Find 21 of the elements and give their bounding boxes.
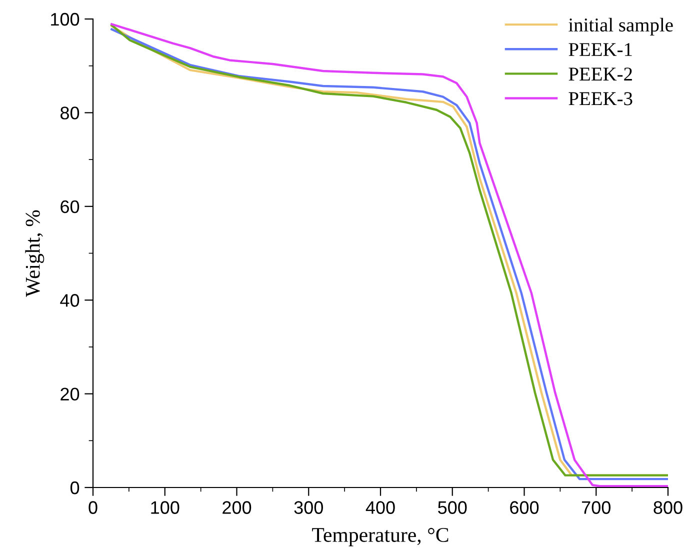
x-tick-label: 800: [654, 501, 682, 514]
x-tick-label: 300: [294, 501, 323, 514]
y-tick-label: 80: [60, 106, 80, 120]
legend-label: PEEK-2: [568, 68, 632, 80]
legend-label: PEEK-3: [568, 92, 632, 106]
y-tick-label: 20: [60, 388, 80, 401]
y-tick-label: 100: [51, 12, 80, 26]
x-axis-title: Temperature, °C: [312, 528, 448, 546]
x-tick-label: 400: [366, 501, 395, 514]
x-tick-label: 200: [222, 501, 252, 514]
legend-label: initial sample: [568, 18, 673, 36]
y-tick-label: 60: [60, 200, 80, 214]
x-tick-label: 500: [438, 501, 467, 514]
legend-label: PEEK-1: [568, 43, 632, 56]
x-tick-label: 100: [151, 501, 180, 514]
y-tick-label: 40: [60, 294, 80, 307]
y-axis-title: Weight, %: [25, 210, 44, 297]
y-tick-label: 0: [70, 481, 80, 494]
x-tick-label: 0: [88, 501, 98, 514]
x-tick-label: 700: [582, 501, 610, 514]
x-tick-label: 600: [510, 501, 539, 514]
